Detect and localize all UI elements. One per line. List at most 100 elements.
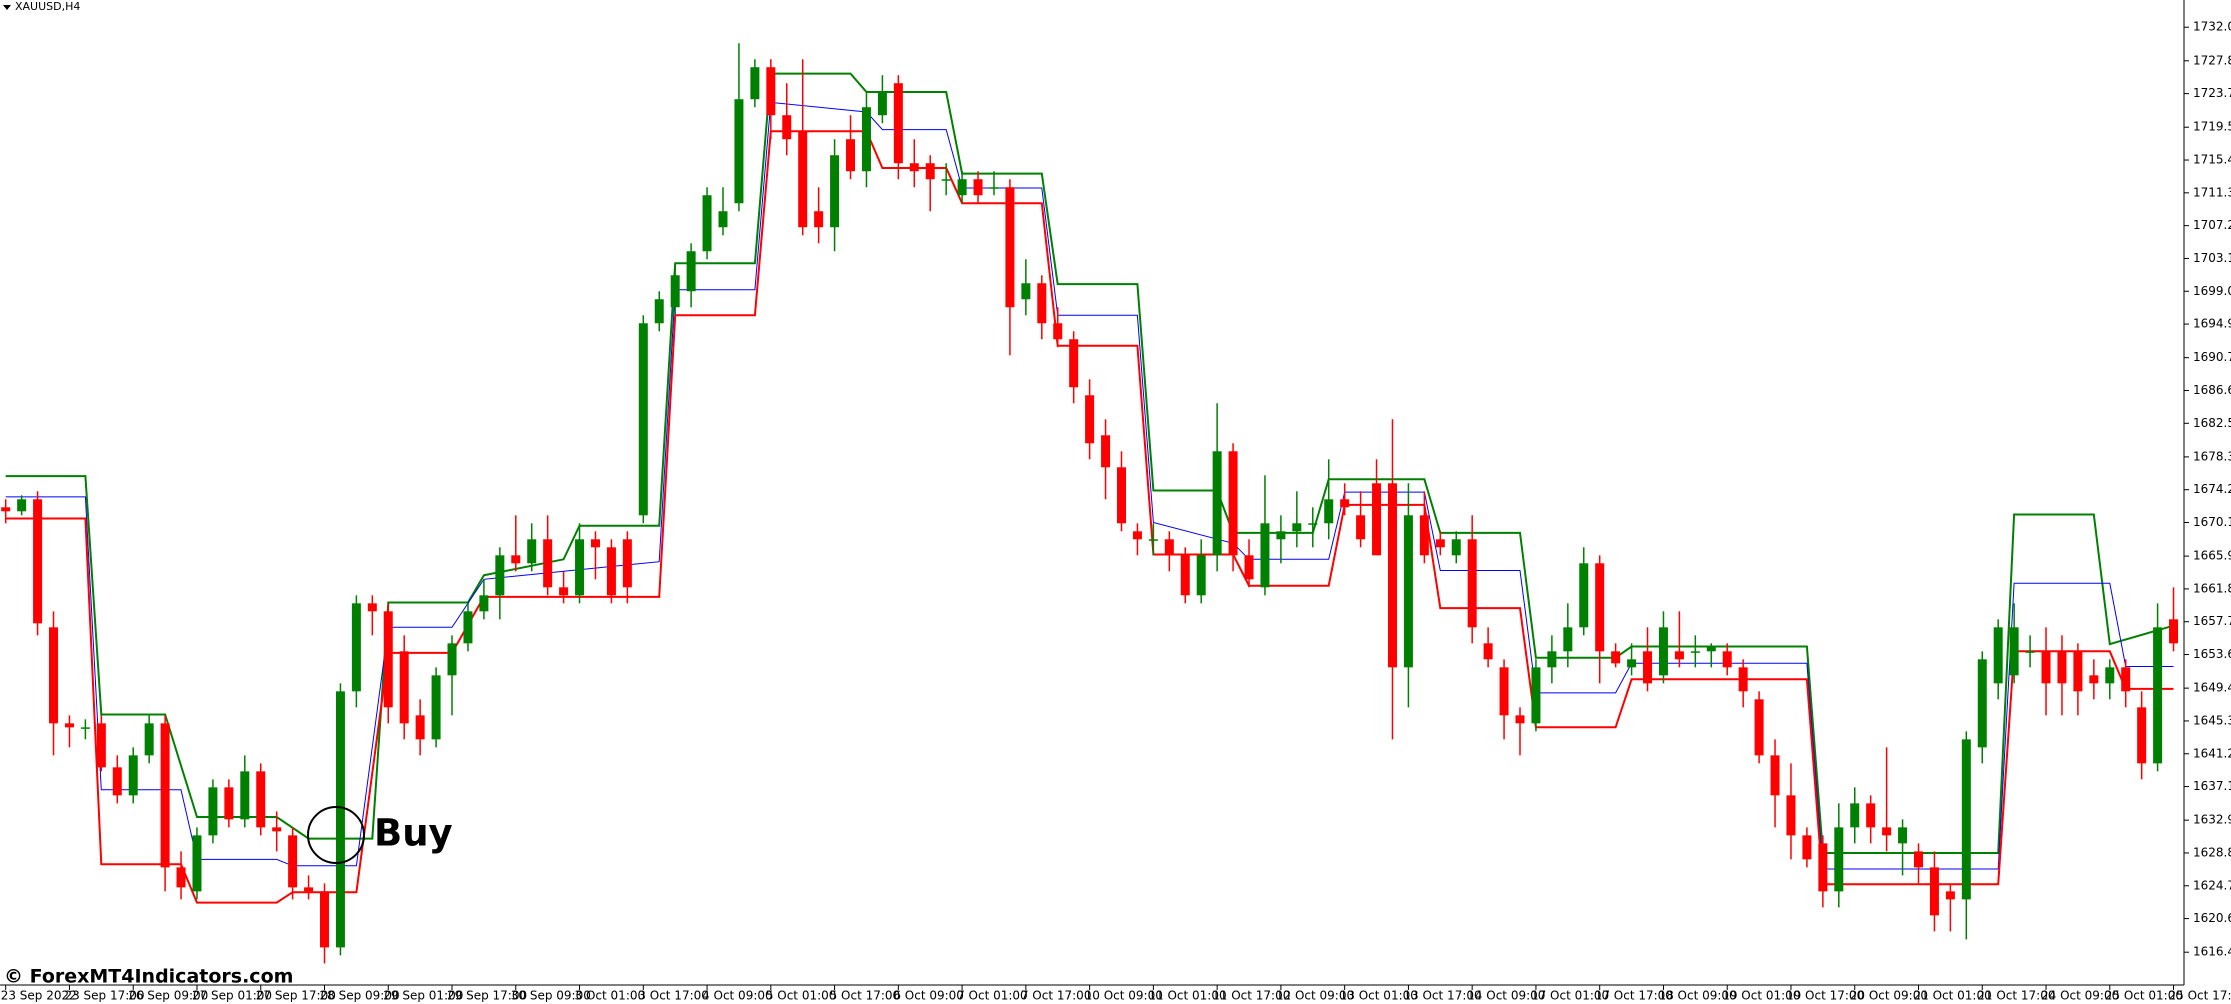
x-tick-label: 10 Oct 09:00 <box>1085 989 1163 1003</box>
candle-body <box>702 195 712 252</box>
x-tick-label: 20 Oct 09:00 <box>1850 989 1928 1003</box>
candle-body <box>272 827 282 832</box>
y-tick-label: 1628.80 <box>2193 845 2231 859</box>
candle-body <box>638 323 648 516</box>
candle-body <box>909 163 919 172</box>
x-tick-label: 26 Sep 09:00 <box>128 989 208 1003</box>
x-tick-label: 27 Sep 17:00 <box>256 989 336 1003</box>
x-tick-label: 13 Oct 17:00 <box>1403 989 1481 1003</box>
candle-body <box>1770 755 1780 796</box>
candle-body <box>49 627 59 724</box>
candle-body <box>1499 667 1509 716</box>
x-tick-label: 7 Oct 17:00 <box>1021 989 1092 1003</box>
candle-body <box>1085 395 1095 444</box>
y-tick-label: 1727.80 <box>2193 53 2231 67</box>
candle-body <box>1866 803 1876 828</box>
y-tick-label: 1678.30 <box>2193 449 2231 463</box>
y-tick-label: 1711.30 <box>2193 185 2231 199</box>
candle-body <box>511 555 521 564</box>
candle-body <box>1292 523 1302 532</box>
x-tick-label: 17 Oct 17:00 <box>1595 989 1673 1003</box>
candle-body <box>1403 515 1413 668</box>
indicator-line <box>5 130 2174 904</box>
y-tick-label: 1616.40 <box>2193 945 2231 959</box>
candle-body <box>1148 539 1158 541</box>
x-tick-label: 4 Oct 09:00 <box>702 989 773 1003</box>
candle-body <box>320 891 329 948</box>
candle-body <box>846 139 856 172</box>
candle-body <box>1706 647 1716 652</box>
x-tick-label: 13 Oct 01:00 <box>1340 989 1418 1003</box>
candle-body <box>2057 651 2067 684</box>
candle-body <box>1690 651 1700 653</box>
x-tick-label: 21 Oct 17:00 <box>1977 989 2055 1003</box>
x-tick-label: 29 Sep 01:00 <box>383 989 463 1003</box>
candle-body <box>495 555 505 596</box>
candle-body <box>543 539 553 588</box>
candle-body <box>1372 483 1382 556</box>
y-tick-label: 1674.20 <box>2193 482 2231 496</box>
candle-body <box>893 83 903 164</box>
candle-body <box>718 211 728 228</box>
candle-body <box>1101 435 1111 468</box>
candle-body <box>1260 523 1270 588</box>
candle-body <box>1977 659 1987 748</box>
candle-body <box>431 675 441 740</box>
candle-body <box>973 179 983 196</box>
candle-body <box>814 211 824 228</box>
candle-body <box>654 299 664 324</box>
candle-body <box>1515 715 1525 724</box>
candle-body <box>606 547 616 596</box>
x-tick-label: 23 Sep 17:00 <box>64 989 144 1003</box>
candle-body <box>2105 667 2115 684</box>
candle-body <box>128 755 138 796</box>
y-tick-label: 1649.40 <box>2193 681 2231 695</box>
symbol-arrow <box>3 5 11 10</box>
candle-body <box>1308 523 1318 525</box>
y-tick-label: 1624.70 <box>2193 878 2231 892</box>
x-tick-label: 11 Oct 17:00 <box>1212 989 1290 1003</box>
candle-body <box>1244 555 1254 580</box>
candle-body <box>399 651 409 724</box>
y-tick-label: 1665.90 <box>2193 549 2231 563</box>
y-tick-label: 1657.70 <box>2193 614 2231 628</box>
candle-body <box>240 771 250 820</box>
y-tick-label: 1699.00 <box>2193 284 2231 298</box>
candle-body <box>2121 667 2131 692</box>
candle-body <box>192 835 202 892</box>
candle-body <box>830 155 840 228</box>
x-tick-label: 11 Oct 01:00 <box>1148 989 1226 1003</box>
buy-annotation: Buy <box>374 812 453 855</box>
candle-body <box>1674 651 1684 660</box>
candle-body <box>1818 843 1828 892</box>
candle-body <box>575 539 585 596</box>
candle-body <box>1579 563 1589 628</box>
candle-body <box>1324 499 1334 524</box>
candle-body <box>256 771 266 828</box>
x-tick-label: 25 Oct 01:00 <box>2105 989 2183 1003</box>
candle-body <box>1611 651 1621 664</box>
candle-body <box>782 115 792 140</box>
candle-body <box>1196 555 1206 596</box>
y-tick-label: 1732.00 <box>2193 20 2231 34</box>
x-tick-label: 19 Oct 17:00 <box>1786 989 1864 1003</box>
candle-body <box>160 723 170 868</box>
candle-body <box>1754 699 1764 756</box>
candle-body <box>559 587 569 596</box>
candle-body <box>463 611 473 644</box>
x-tick-label: 27 Sep 01:00 <box>192 989 272 1003</box>
candle-body <box>367 603 377 612</box>
y-tick-label: 1620.60 <box>2193 911 2231 925</box>
candle-body <box>1961 739 1971 900</box>
y-tick-label: 1715.40 <box>2193 153 2231 167</box>
candle-body <box>1786 795 1796 836</box>
candle-body <box>33 499 43 624</box>
candle-body <box>1627 659 1637 668</box>
candle-body <box>1531 667 1541 724</box>
x-tick-label: 21 Oct 01:00 <box>1914 989 1992 1003</box>
candle-body <box>1929 867 1939 916</box>
candle-body <box>1005 187 1015 308</box>
y-tick-label: 1632.90 <box>2193 813 2231 827</box>
candle-body <box>734 99 744 204</box>
candle-body <box>17 499 27 512</box>
